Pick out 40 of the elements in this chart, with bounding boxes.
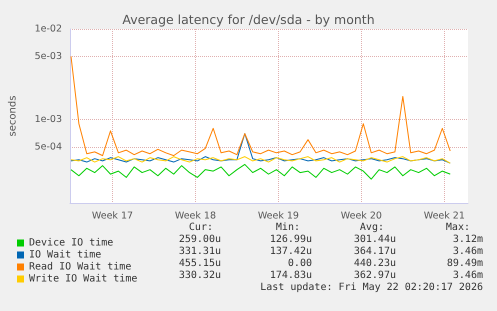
- text: Last update: Fri May 22 02:20:17 2026: [260, 282, 483, 294]
- text: 259.00u: [178, 234, 221, 246]
- text: 330.32u: [178, 270, 221, 282]
- text: 362.97u: [354, 270, 396, 282]
- text: 301.44u: [354, 234, 396, 246]
- x-tick-label: Week 17: [92, 210, 134, 222]
- text: 3.12m: [452, 234, 483, 246]
- text: 137.42u: [270, 246, 312, 258]
- text: 0.00: [288, 258, 312, 270]
- legend-label: IO Wait time: [29, 250, 102, 260]
- y-tick-label: 1e-02: [34, 24, 62, 34]
- text: 440.23u: [354, 258, 396, 270]
- x-tick-label: Week 18: [174, 210, 216, 222]
- legend-label: Write IO Wait time: [29, 274, 138, 284]
- line-series: [70, 56, 451, 156]
- text: 174.83u: [270, 270, 312, 282]
- text: Max:: [446, 222, 470, 234]
- x-tick-label: Week 19: [258, 210, 299, 222]
- chart-title: Average latency for /dev/sda - by month: [122, 12, 375, 27]
- y-axis-title: seconds: [8, 96, 18, 136]
- text: 3.46m: [452, 246, 483, 258]
- line-series: [70, 133, 451, 164]
- legend-label: Device IO time: [29, 238, 114, 248]
- text: 364.17u: [354, 246, 396, 258]
- legend-label: Read IO Wait time: [29, 262, 132, 272]
- text: 455.15u: [178, 258, 221, 270]
- text: 3.46m: [452, 270, 483, 282]
- y-tick-label: 5e-04: [34, 141, 62, 152]
- x-tick-label: Week 20: [340, 210, 382, 222]
- text: Avg:: [360, 222, 384, 234]
- text: 126.99u: [270, 234, 312, 246]
- x-tick-label: Week 21: [424, 210, 465, 222]
- text: 331.31u: [178, 246, 221, 258]
- y-tick-label: 5e-03: [34, 50, 62, 62]
- text: Min:: [276, 222, 300, 234]
- line-series: [70, 164, 451, 180]
- line-series: [70, 156, 451, 164]
- text: 89.49m: [446, 258, 483, 270]
- text: Cur:: [188, 222, 213, 234]
- y-tick-label: 1e-03: [34, 114, 62, 126]
